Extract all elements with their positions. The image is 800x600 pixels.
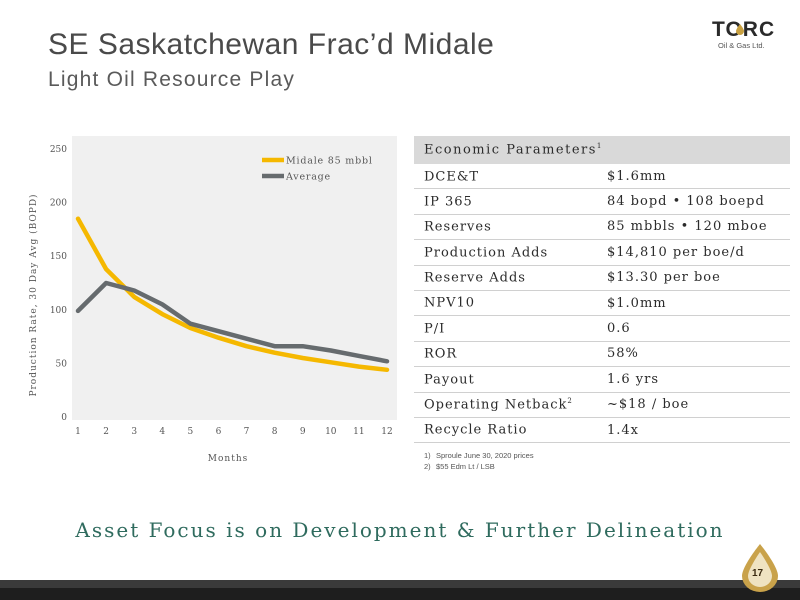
oil-drop-icon [742,544,778,592]
table-row: Reserves 85 mbbls • 120 mboe [414,214,790,241]
footer-bar-dark [0,588,800,600]
asset-focus-banner: Asset Focus is on Development & Further … [75,518,725,542]
series-line-midale [75,216,390,373]
parameter-value: $13.30 per boe [597,265,790,291]
y-tick-label: 150 [50,252,67,262]
table-row: Reserve Adds $13.30 per boe [414,265,790,291]
slide-subtitle: Light Oil Resource Play [48,68,296,91]
y-tick-label: 200 [50,199,67,209]
parameter-value: 85 mbbls • 120 mboe [597,214,790,241]
slide-title: SE Saskatchewan Frac’d Midale [48,28,495,61]
parameter-value: 84 bopd • 108 boepd [597,188,790,215]
parameter-value: $14,810 per boe/d [597,239,790,266]
table-row: DCE&T $1.6mm [414,164,790,190]
parameter-value: 58% [597,341,790,368]
oil-drop-icon [736,24,744,35]
parameter-label: IP 365 [414,188,597,215]
company-logo: TORC Oil & Gas Ltd. [712,18,776,58]
economic-parameters-table: Economic Parameters1 DCE&T $1.6mm IP 365 84… [414,136,790,444]
footnote: 2) $55 Edm Lt / LSB [424,462,495,471]
x-tick-label: 10 [325,427,337,437]
parameter-value: 1.4x [597,417,790,444]
page-number: 17 [752,568,764,579]
table-row: Payout 1.6 yrs [414,366,790,393]
logo-tagline: Oil & Gas Ltd. [718,41,765,50]
table-header: Economic Parameters1 [414,136,790,164]
parameter-label: Production Adds [414,239,597,266]
chart-plot-background [72,136,397,420]
x-tick-label: 11 [353,427,364,437]
series-line-average [75,280,390,364]
legend-label: Average [285,172,331,183]
parameter-label: NPV10 [414,290,597,317]
x-tick-label: 1 [75,427,81,437]
table-row: Operating Netback2 ~$18 / boe [414,392,790,418]
y-tick-label: 50 [56,359,68,369]
parameter-label: Operating Netback2 [414,392,597,418]
table-row: NPV10 $1.0mm [414,290,790,317]
y-tick-label: 250 [50,145,67,155]
table-row: ROR 58% [414,341,790,368]
parameter-value: $1.6mm [597,164,790,190]
table-row: IP 365 84 bopd • 108 boepd [414,188,790,215]
parameter-label: Recycle Ratio [414,417,597,444]
table-row: Recycle Ratio 1.4x [414,417,790,444]
x-axis-label: Months [208,454,248,464]
parameter-value: $1.0mm [597,290,790,317]
x-tick-label: 9 [300,427,306,437]
parameter-value: 0.6 [597,315,790,342]
footnote: 1) Sproule June 30, 2020 prices [424,451,534,460]
table-row: Production Adds $14,810 per boe/d [414,239,790,266]
legend-label: Midale 85 mbbl [286,156,373,167]
parameter-value: 1.6 yrs [597,366,790,393]
parameter-label: Reserves [414,214,597,241]
x-tick-label: 2 [103,427,109,437]
parameter-label: P/I [414,315,597,342]
x-tick-label: 4 [159,427,165,437]
footnotes: 1) Sproule June 30, 2020 prices 2) $55 Edm… [424,450,534,472]
y-tick-label: 100 [50,306,67,316]
parameter-label: DCE&T [414,164,597,190]
x-tick-label: 3 [131,427,137,437]
y-axis-label: Production Rate, 30 Day Avg (BOPD) [28,193,39,396]
x-tick-label: 5 [187,427,193,437]
table-row: P/I 0.6 [414,315,790,342]
parameter-label: ROR [414,341,597,368]
parameter-label: Payout [414,366,597,393]
parameter-value: ~$18 / boe [597,392,790,418]
x-tick-label: 7 [244,427,250,437]
x-tick-label: 8 [272,427,278,437]
y-tick-label: 0 [61,413,67,423]
x-tick-label: 6 [216,427,222,437]
parameter-label: Reserve Adds [414,265,597,291]
x-tick-label: 12 [381,427,392,437]
